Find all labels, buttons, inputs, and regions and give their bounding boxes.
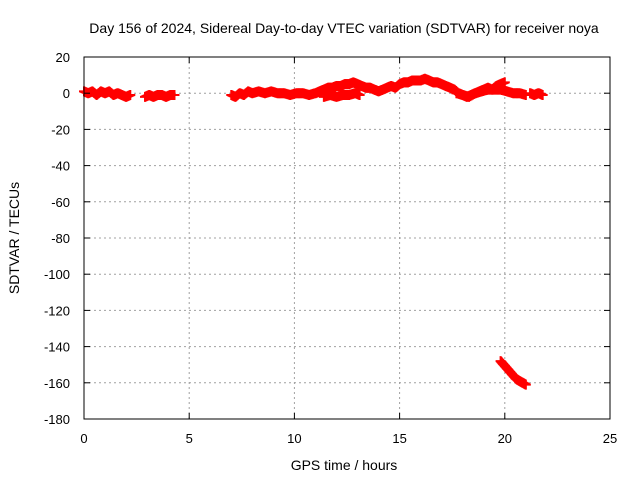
data-points — [79, 73, 548, 390]
data-point — [354, 90, 365, 101]
x-tick-label: 15 — [392, 431, 406, 446]
x-tick-label: 20 — [498, 431, 512, 446]
y-tick-label: -180 — [44, 412, 70, 427]
y-tick-label: -60 — [51, 195, 70, 210]
y-tick-label: -100 — [44, 267, 70, 282]
data-point — [520, 379, 531, 390]
y-tick-label: -120 — [44, 303, 70, 318]
x-tick-label: 25 — [603, 431, 617, 446]
y-tick-label: -140 — [44, 340, 70, 355]
y-tick-label: -40 — [51, 159, 70, 174]
x-tick-label: 5 — [186, 431, 193, 446]
chart-title: Day 156 of 2024, Sidereal Day-to-day VTE… — [89, 20, 599, 36]
data-point — [537, 90, 548, 101]
data-point — [169, 90, 180, 101]
y-tick-label: 0 — [63, 86, 70, 101]
x-tick-labels: 0 5 10 15 20 25 — [80, 431, 617, 446]
x-tick-label: 0 — [80, 431, 87, 446]
axis-ticks — [83, 56, 611, 420]
grid-lines — [84, 57, 610, 419]
x-tick-label: 10 — [287, 431, 301, 446]
y-axis-label: SDTVAR / TECUs — [6, 182, 22, 294]
y-tick-label: 20 — [56, 50, 70, 65]
data-point — [125, 90, 136, 101]
y-tick-label: -20 — [51, 122, 70, 137]
y-tick-label: -160 — [44, 376, 70, 391]
y-tick-labels: 20 0 -20 -40 -60 -80 -100 -120 -140 -160 -180 — [44, 50, 70, 427]
plot-frame — [83, 56, 611, 420]
y-tick-label: -80 — [51, 231, 70, 246]
x-axis-label: GPS time / hours — [291, 457, 398, 473]
